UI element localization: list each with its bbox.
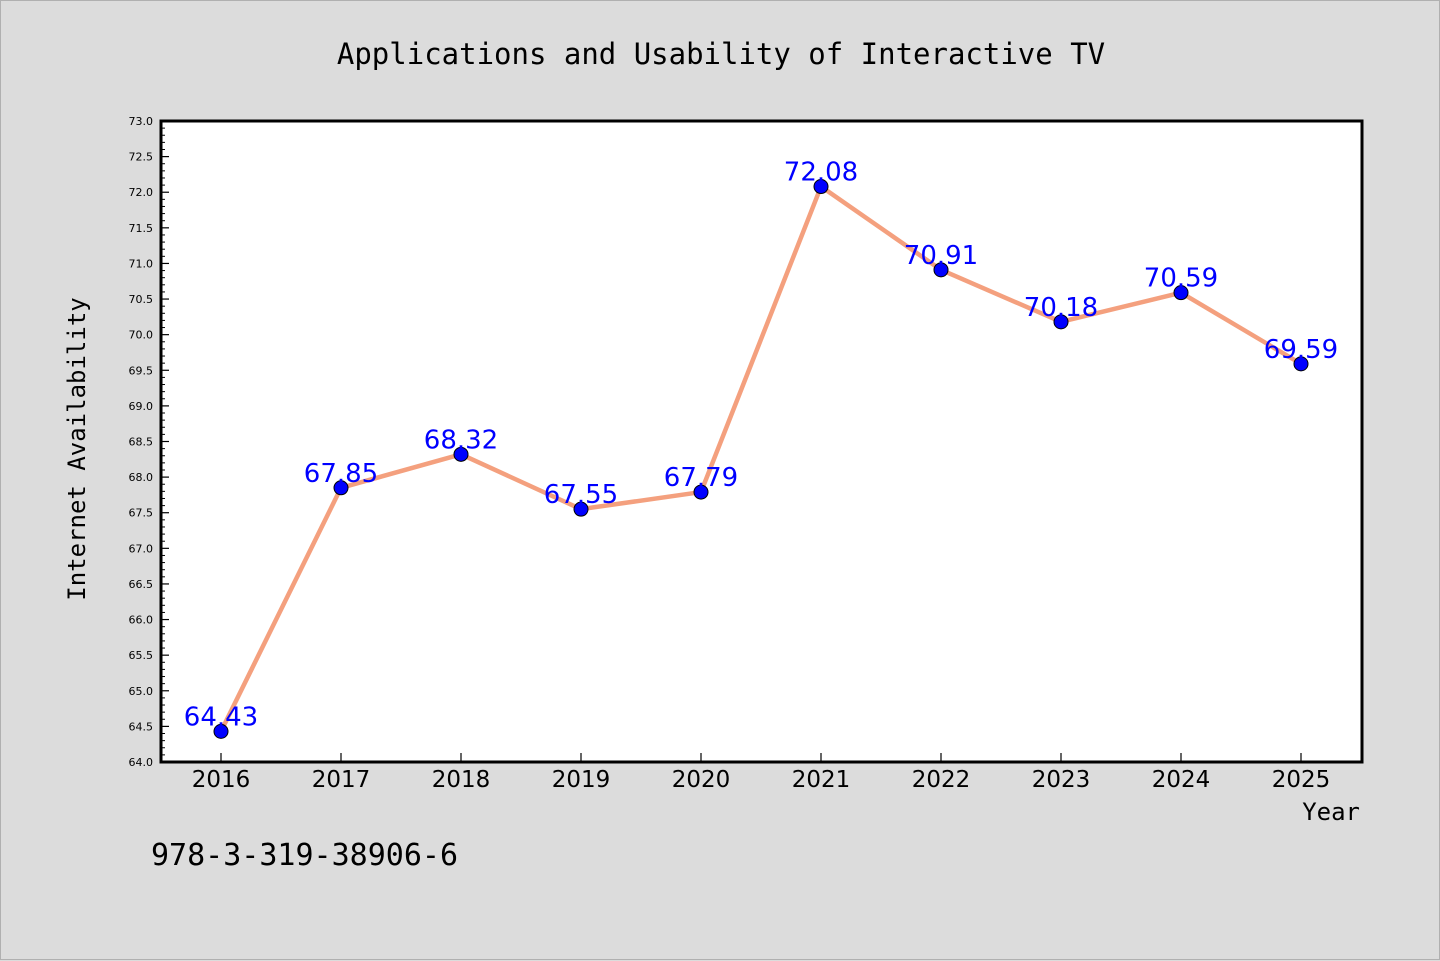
data-label: 67.55 xyxy=(544,480,618,510)
x-tick-label: 2024 xyxy=(1152,767,1211,793)
data-point xyxy=(213,723,229,739)
data-point xyxy=(1293,356,1309,372)
data-label: 64.43 xyxy=(184,702,258,732)
data-label: 70.59 xyxy=(1144,264,1218,294)
y-axis: 64.0 64.5 65.0 65.5 66.0 66.5 67.0 67.5 68.0 68.5… xyxy=(129,115,169,769)
y-axis-label: Internet Availability xyxy=(63,297,91,600)
data-point xyxy=(933,262,949,278)
data-label: 70.18 xyxy=(1024,293,1098,323)
data-point xyxy=(333,480,349,496)
y-tick-label: 66.0 xyxy=(129,614,154,627)
data-label: 68.32 xyxy=(424,425,498,455)
data-point xyxy=(573,501,589,517)
x-tick-label: 2018 xyxy=(432,767,491,793)
x-tick-label: 2019 xyxy=(552,767,611,793)
y-tick-label: 67.0 xyxy=(129,542,154,555)
y-tick-label: 71.5 xyxy=(129,222,154,235)
y-tick-label: 73.0 xyxy=(129,115,154,128)
data-point xyxy=(693,484,709,500)
y-tick-label: 68.0 xyxy=(129,471,154,484)
y-tick-label: 66.5 xyxy=(129,578,154,591)
y-tick-label: 67.5 xyxy=(129,507,154,520)
y-tick-label: 70.0 xyxy=(129,329,154,342)
y-tick-label: 68.5 xyxy=(129,436,154,449)
x-tick-label: 2016 xyxy=(192,767,251,793)
x-tick-label: 2020 xyxy=(672,767,731,793)
data-label: 69.59 xyxy=(1264,335,1338,365)
data-point xyxy=(453,446,469,462)
y-tick-label: 65.5 xyxy=(129,649,154,662)
x-axis-label: Year xyxy=(1302,798,1360,826)
x-axis: 2016 2017 2018 2019 2020 2021 2022 2023 2024 2025 xyxy=(192,753,1331,793)
y-tick-label: 69.0 xyxy=(129,400,154,413)
x-tick-label: 2023 xyxy=(1032,767,1091,793)
isbn-annotation: 978-3-319-38906-6 xyxy=(151,838,458,873)
series-layer: 64.43 67.85 68.32 67.55 67.79 72.08 70.91 70.18… xyxy=(184,158,1338,739)
x-tick-label: 2017 xyxy=(312,767,371,793)
data-point xyxy=(1173,285,1189,301)
plot-area xyxy=(159,119,1364,764)
y-tick-label: 72.0 xyxy=(129,186,154,199)
data-label: 67.79 xyxy=(664,463,738,493)
y-tick-label: 64.5 xyxy=(129,720,154,733)
y-tick-label: 69.5 xyxy=(129,364,154,377)
data-label: 70.91 xyxy=(904,241,978,271)
data-label: 72.08 xyxy=(784,158,858,188)
chart-title: Applications and Usability of Interactiv… xyxy=(337,37,1105,71)
x-tick-label: 2022 xyxy=(912,767,971,793)
y-tick-label: 65.0 xyxy=(129,685,154,698)
data-point xyxy=(1053,314,1069,330)
y-tick-label: 71.0 xyxy=(129,257,154,270)
y-tick-label: 70.5 xyxy=(129,293,154,306)
x-tick-label: 2021 xyxy=(792,767,851,793)
x-tick-label: 2025 xyxy=(1272,767,1331,793)
series-line xyxy=(218,184,1304,734)
data-point xyxy=(813,179,829,195)
data-label: 67.85 xyxy=(304,459,378,489)
y-tick-label: 64.0 xyxy=(129,756,154,769)
y-tick-label: 72.5 xyxy=(129,151,154,164)
